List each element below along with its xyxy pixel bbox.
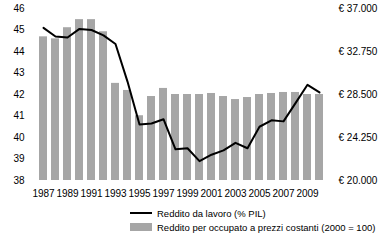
svg-text:1993: 1993 (104, 188, 127, 199)
svg-text:1995: 1995 (128, 188, 151, 199)
svg-text:€ 28.500: € 28.500 (339, 89, 378, 100)
svg-text:46: 46 (13, 3, 25, 14)
svg-text:2009: 2009 (296, 188, 319, 199)
svg-text:€ 24.250: € 24.250 (339, 132, 378, 143)
svg-text:€ 37.000: € 37.000 (339, 3, 378, 14)
svg-text:1997: 1997 (152, 188, 175, 199)
svg-text:2007: 2007 (272, 188, 295, 199)
svg-text:1999: 1999 (176, 188, 199, 199)
svg-text:45: 45 (13, 24, 25, 35)
svg-text:43: 43 (13, 67, 25, 78)
svg-text:42: 42 (13, 89, 25, 100)
html-text:Reddito per occupato a prezzi: Reddito per occupato a prezzi costanti (… (157, 221, 376, 233)
svg-text:2005: 2005 (248, 188, 271, 199)
svg-text:38: 38 (13, 175, 25, 186)
html-text:Reddito da lavoro (% PIL): Reddito da lavoro (% PIL) (157, 207, 266, 219)
svg-text:1987: 1987 (32, 188, 55, 199)
svg-text:1991: 1991 (80, 188, 103, 199)
svg-text:39: 39 (13, 153, 25, 164)
svg-text:2003: 2003 (224, 188, 247, 199)
svg-text:44: 44 (13, 46, 25, 57)
svg-text:41: 41 (13, 110, 25, 121)
svg-text:€ 32.750: € 32.750 (339, 46, 378, 57)
svg-text:2001: 2001 (200, 188, 223, 199)
svg-text:40: 40 (13, 132, 25, 143)
svg-text:1989: 1989 (56, 188, 79, 199)
svg-text:€ 20.000: € 20.000 (339, 175, 378, 186)
